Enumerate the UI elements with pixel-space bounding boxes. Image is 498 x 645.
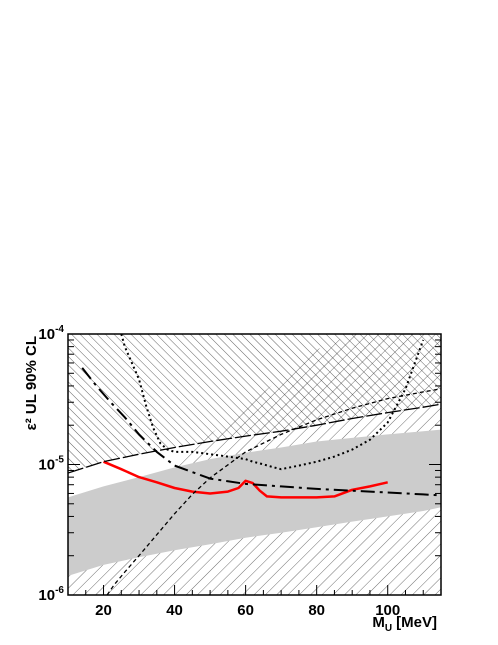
y-axis-label: ε² UL 90% CL <box>23 336 40 430</box>
expected-band-1 <box>68 429 441 576</box>
curve-long-dash <box>68 403 441 474</box>
curve-solid-red <box>103 460 388 499</box>
curve-dotted <box>120 334 425 471</box>
y-tick-label: 10-4 <box>38 324 64 343</box>
x-tick-label: 20 <box>95 602 112 619</box>
x-axis-label-main: M <box>372 614 385 631</box>
series-curves <box>68 334 441 595</box>
bands <box>68 429 441 576</box>
y-axis-ticks: 10-6 10-5 10-4 <box>38 324 441 604</box>
x-tick-label: 80 <box>308 602 325 619</box>
curve-dashed <box>106 388 441 595</box>
y-tick-label: 10-6 <box>38 585 64 604</box>
x-tick-label: 100 <box>375 602 400 619</box>
y-tick-label: 10-5 <box>38 455 64 474</box>
x-axis-ticks: 20 40 60 80 100 <box>67 585 442 619</box>
x-tick-label: 40 <box>166 602 183 619</box>
x-axis-label-sub: U <box>385 623 392 634</box>
x-tick-label: 60 <box>237 602 254 619</box>
x-axis-label: MU [MeV] <box>372 614 437 634</box>
x-axis-label-unit: [MeV] <box>396 614 437 631</box>
